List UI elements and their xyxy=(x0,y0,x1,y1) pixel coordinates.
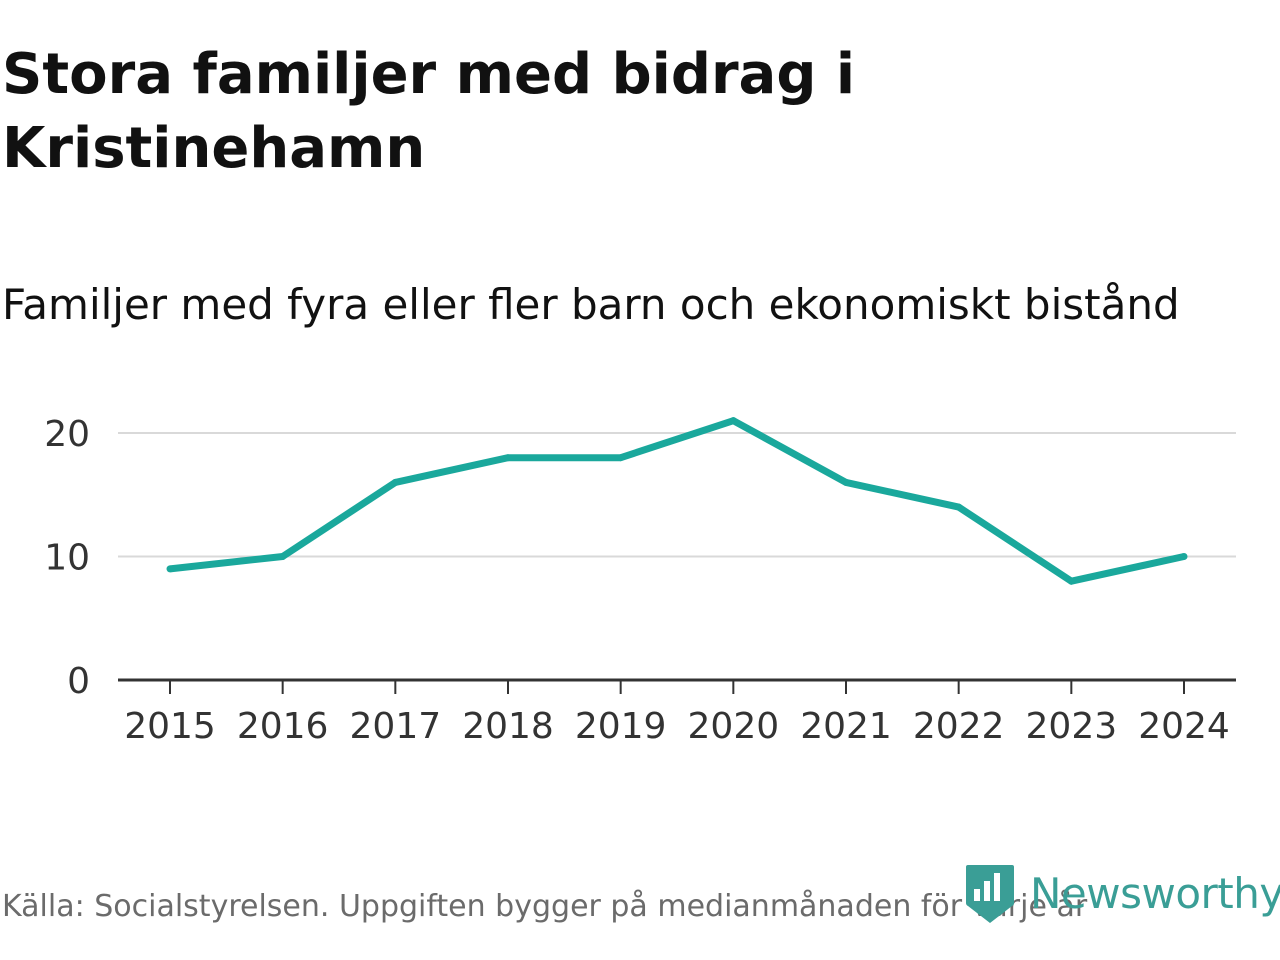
data-point-2017 xyxy=(391,478,399,486)
data-point-2023 xyxy=(1067,577,1075,585)
chart-title: Stora familjer med bidrag i Kristinehamn xyxy=(2,42,856,181)
brand-name: Newsworthy xyxy=(1030,869,1280,918)
x-tick-label: 2024 xyxy=(1138,706,1230,747)
y-tick-label: 0 xyxy=(67,661,90,702)
chart-subtitle: Familjer med fyra eller fler barn och ek… xyxy=(2,280,1180,329)
x-tick-label: 2017 xyxy=(350,706,442,747)
y-axis-ticks: 0 10 20 xyxy=(44,414,90,702)
x-tick-label: 2020 xyxy=(688,706,780,747)
grid-lines xyxy=(118,432,1236,558)
data-point-2016 xyxy=(279,553,287,560)
x-axis-ticks: 2015 2016 2017 2018 2019 2020 2021 2022 2023 2024 xyxy=(124,680,1230,747)
series-layer xyxy=(166,417,1188,585)
y-tick-label: 20 xyxy=(44,414,90,455)
brand: Newsworthy xyxy=(964,862,1280,926)
newsworthy-logo-icon xyxy=(966,865,1014,923)
series-line xyxy=(169,417,1185,585)
x-tick-label: 2016 xyxy=(237,706,329,747)
data-point-2015 xyxy=(166,565,174,573)
x-tick-label: 2023 xyxy=(1026,706,1118,747)
x-tick-label: 2019 xyxy=(575,706,667,747)
y-tick-label: 10 xyxy=(44,538,90,579)
data-point-2018 xyxy=(504,454,512,462)
x-tick-label: 2022 xyxy=(913,706,1005,747)
x-tick-label: 2021 xyxy=(800,706,892,747)
x-tick-label: 2018 xyxy=(462,706,554,747)
data-point-2024 xyxy=(1180,553,1188,560)
data-point-2020 xyxy=(729,417,737,425)
x-tick-label: 2015 xyxy=(124,706,216,747)
data-point-2022 xyxy=(955,503,963,511)
data-point-2019 xyxy=(617,454,625,462)
data-point-2021 xyxy=(842,478,850,486)
source-note: Källa: Socialstyrelsen. Uppgiften bygger… xyxy=(2,889,1088,924)
